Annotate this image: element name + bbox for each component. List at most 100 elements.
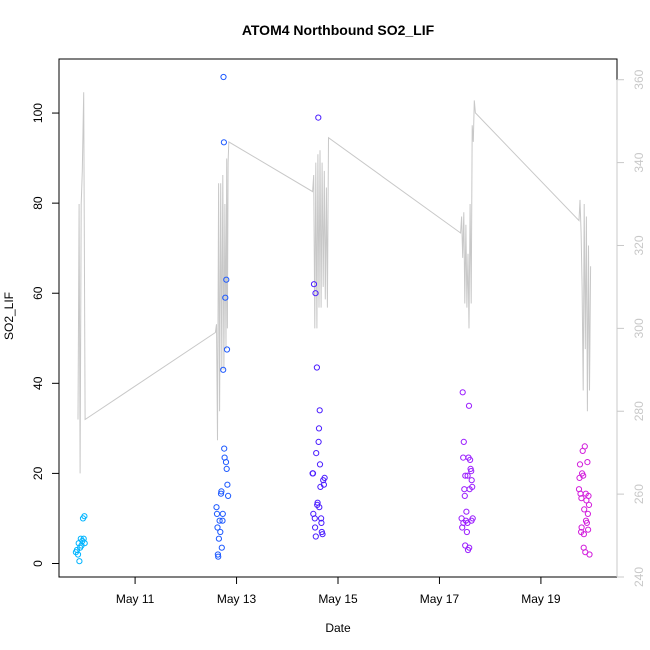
data-point-series-2 bbox=[220, 139, 227, 146]
data-point-series-2 bbox=[216, 517, 223, 524]
data-point-series-2 bbox=[221, 445, 228, 452]
data-point-series-3 bbox=[312, 524, 319, 531]
data-point-series-3 bbox=[316, 461, 324, 468]
y-axis-left: 0 20 40 60 80 100 bbox=[31, 103, 60, 567]
data-point-series-5 bbox=[584, 459, 591, 466]
data-point-series-1 bbox=[81, 540, 88, 547]
data-point-series-3 bbox=[313, 450, 320, 457]
data-point-series-5 bbox=[578, 524, 585, 531]
data-point-series-5 bbox=[576, 461, 584, 468]
data-point-series-3 bbox=[312, 290, 319, 297]
data-point-series-2 bbox=[223, 346, 231, 353]
y-left-tick-label: 60 bbox=[31, 286, 45, 300]
data-point-series-4 bbox=[463, 528, 470, 536]
y-left-tick-label: 0 bbox=[31, 560, 45, 567]
data-point-series-4 bbox=[460, 519, 467, 527]
data-point-series-5 bbox=[585, 501, 593, 508]
data-point-series-2 bbox=[215, 535, 222, 542]
data-point-series-2 bbox=[217, 528, 224, 536]
data-point-series-5 bbox=[585, 492, 592, 499]
y-right-tick-label: 280 bbox=[632, 401, 646, 421]
data-point-series-2 bbox=[222, 294, 229, 301]
data-point-series-3 bbox=[315, 425, 323, 432]
data-point-series-2 bbox=[215, 553, 222, 560]
y-axis-label: SO2_LIF bbox=[2, 292, 16, 340]
data-point-series-1 bbox=[81, 513, 88, 520]
x-tick-label: May 15 bbox=[318, 592, 358, 606]
data-point-series-4 bbox=[464, 472, 471, 479]
y-left-tick-label: 100 bbox=[31, 103, 45, 123]
y-left-tick-label: 20 bbox=[31, 466, 45, 480]
y-left-tick-label: 40 bbox=[31, 376, 45, 390]
data-point-series-4 bbox=[469, 483, 476, 490]
chart-title: ATOM4 Northbound SO2_LIF bbox=[242, 22, 435, 38]
x-tick-label: May 19 bbox=[521, 592, 561, 606]
data-point-series-2 bbox=[218, 544, 225, 551]
y-right-tick-label: 240 bbox=[632, 567, 646, 587]
data-point-series-5 bbox=[584, 510, 592, 518]
y-right-tick-label: 340 bbox=[632, 152, 646, 172]
data-point-series-5 bbox=[581, 443, 588, 450]
data-point-series-3 bbox=[312, 533, 319, 540]
data-point-series-1 bbox=[74, 551, 82, 558]
data-point-series-2 bbox=[223, 276, 230, 283]
data-point-series-2 bbox=[214, 551, 221, 558]
data-point-series-5 bbox=[580, 531, 588, 538]
y-right-tick-label: 320 bbox=[632, 235, 646, 255]
x-axis: May 11 May 13 May 15 May 17 May 19 bbox=[116, 576, 561, 606]
data-point-series-4 bbox=[460, 454, 467, 461]
data-point-series-2 bbox=[220, 366, 227, 373]
data-point-series-3 bbox=[315, 438, 322, 445]
data-point-series-1 bbox=[76, 558, 83, 565]
y-right-tick-label: 360 bbox=[632, 69, 646, 89]
data-point-series-5 bbox=[580, 472, 587, 479]
data-point-series-3 bbox=[316, 504, 323, 511]
data-point-series-2 bbox=[219, 510, 226, 518]
data-point-series-3 bbox=[318, 515, 325, 522]
data-point-series-4 bbox=[465, 402, 473, 409]
data-point-series-4 bbox=[468, 477, 475, 484]
x-axis-label: Date bbox=[325, 621, 351, 635]
data-point-series-2 bbox=[218, 488, 225, 495]
data-point-series-4 bbox=[460, 438, 467, 445]
data-point-series-5 bbox=[582, 517, 590, 524]
data-point-series-4 bbox=[459, 389, 466, 396]
data-point-series-2 bbox=[219, 517, 226, 524]
data-point-series-5 bbox=[578, 495, 585, 502]
x-tick-label: May 17 bbox=[420, 592, 460, 606]
data-point-series-4 bbox=[461, 492, 468, 499]
data-point-series-4 bbox=[468, 517, 475, 524]
data-point-series-2 bbox=[223, 465, 230, 472]
data-point-series-4 bbox=[463, 508, 470, 515]
y-axis-right: 240 260 280 300 320 340 360 bbox=[616, 69, 646, 587]
data-point-series-3 bbox=[310, 281, 318, 288]
points-layer bbox=[72, 73, 593, 565]
data-point-series-3 bbox=[316, 407, 323, 414]
data-point-series-4 bbox=[467, 456, 474, 463]
data-point-series-2 bbox=[213, 510, 221, 518]
series-line bbox=[77, 92, 592, 474]
x-tick-label: May 11 bbox=[116, 592, 155, 606]
data-point-series-3 bbox=[313, 364, 320, 371]
data-point-series-3 bbox=[321, 474, 328, 481]
y-right-tick-label: 260 bbox=[632, 484, 646, 504]
data-point-series-3 bbox=[318, 519, 325, 527]
y-right-tick-label: 300 bbox=[632, 318, 646, 338]
data-point-series-1 bbox=[80, 535, 87, 542]
data-point-series-4 bbox=[461, 486, 468, 493]
data-point-series-2 bbox=[224, 481, 231, 488]
data-point-series-4 bbox=[466, 544, 473, 551]
data-point-series-3 bbox=[319, 531, 326, 538]
data-point-series-4 bbox=[468, 468, 475, 475]
data-point-series-2 bbox=[217, 490, 225, 497]
plot-frame bbox=[58, 58, 618, 578]
data-point-series-4 bbox=[462, 472, 469, 479]
x-tick-label: May 13 bbox=[217, 592, 257, 606]
data-point-series-3 bbox=[311, 515, 318, 522]
data-point-series-2 bbox=[220, 73, 227, 81]
data-point-series-2 bbox=[222, 459, 230, 466]
data-point-series-5 bbox=[585, 526, 592, 533]
data-point-series-5 bbox=[581, 506, 588, 513]
data-point-series-5 bbox=[586, 551, 593, 558]
